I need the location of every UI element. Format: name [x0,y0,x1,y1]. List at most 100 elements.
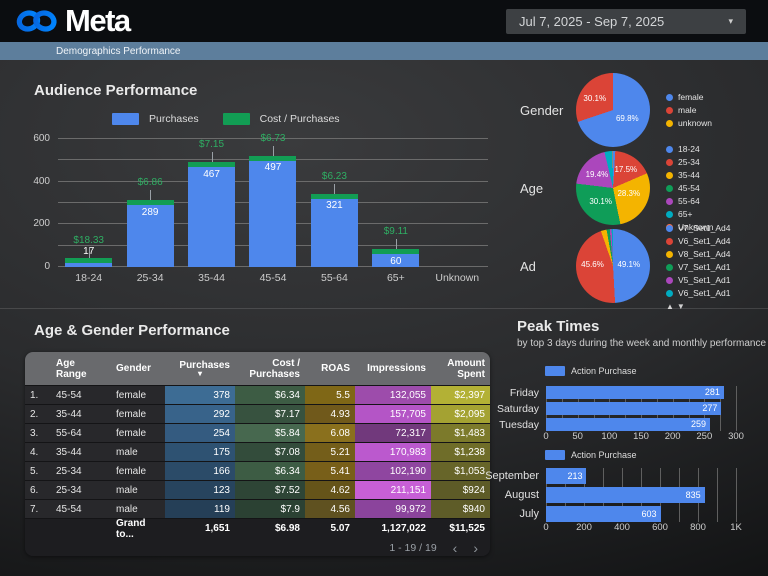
action-purchase-label: Action Purchase [571,366,637,376]
monthly-chart-legend: Action Purchase [545,450,637,460]
tab-demographics-performance[interactable]: Demographics Performance [56,45,181,57]
cost-label-stem [395,239,397,250]
pie-row-gender: Gender 69.8% 30.1% female male unknown [505,71,768,149]
x-axis: 0 50 100 150 200 250 300 [543,431,744,443]
pie-charts: Gender 69.8% 30.1% female male unknown Age 17.5… [505,60,768,311]
bar-value-label: 60 [390,255,402,267]
pie-row-title: Gender [520,102,564,118]
cost-value-label: $18.33 [73,235,104,247]
next-page-icon[interactable]: › [473,539,478,556]
col-header-purchases[interactable]: Purchases ▾ [165,360,235,378]
table-cell-cost: $7.08 [235,443,305,461]
bar-value-label: 603 [641,509,657,519]
pie-percent-label: 30.1% [589,196,612,206]
legend-scroll-up-icon[interactable]: ▲ [666,301,677,311]
legend-item: male [666,104,712,117]
x-axis-tick: 300 [728,431,744,442]
table-cell-impressions: 170,983 [355,443,431,461]
y-axis-tick: 200 [33,218,50,230]
table-cell-purchases: 254 [165,424,235,442]
table-cell-purchases: 123 [165,481,235,499]
col-header-amount-spent[interactable]: Amount Spent [447,357,485,380]
gridline [58,138,488,139]
legend-item: 25-34 [666,156,713,169]
table-cell-cost: $7.17 [235,405,305,423]
action-purchase-label: Action Purchase [571,450,637,460]
cost-legend-label: Cost / Purchases [259,113,340,125]
legend-item-label: V7_Set1_Ad1 [678,261,731,272]
category-label: July [519,508,539,520]
date-range-picker[interactable]: Jul 7, 2025 - Sep 7, 2025 ▾ [506,9,746,34]
cost-value-label: $6.23 [321,170,347,182]
purchases-bar [188,167,236,267]
ad-pie-legend: V7_Set1_Ad4 V6_Set1_Ad4 V8_Set1_Ad4 V7_Set1… [666,222,730,311]
pie-percent-label: 30.1% [583,94,607,104]
col-header-gender[interactable]: Gender [116,363,152,374]
monthly-peak-chart: September 213 August 835 July 603 0 200 400 600 80… [480,468,742,534]
hbar-row: August 835 [480,487,736,503]
action-purchase-bar: 603 [546,506,661,522]
x-axis-label: 18-24 [75,272,103,284]
legend-color-dot [666,119,673,127]
bar-track: 603 [546,506,736,522]
bar-value-label: 213 [567,471,583,481]
table-cell-impressions: 157,705 [355,405,431,423]
table-row: 5. 25-34 female 166 $6.34 5.41 102,190 $1,053 [25,461,490,480]
audience-y-axis: 600 400 200 0 [12,133,50,272]
table-cell-cost: $6.34 [235,386,305,404]
table-cell-age: 45-54 [56,389,82,401]
cost-per-purchase-bar [249,155,297,161]
x-axis-tick: 800 [690,522,706,533]
bar-value-label: 321 [326,200,343,212]
legend-scroll-down-icon[interactable]: ▼ [676,301,688,311]
legend-item-label: Unknown [678,221,714,232]
x-axis-label: 45-54 [259,272,287,284]
action-purchase-bar: 259 [546,418,711,431]
legend-item-label: V5_Set1_Ad1 [678,274,731,285]
purchases-bar [372,254,420,267]
pie-row-title: Age [520,180,544,196]
hbar-row: July 603 [480,506,736,522]
legend-item: V6_Set1_Ad1 [666,287,730,300]
category-label: August [504,489,539,501]
x-axis-tick: 0 [543,522,549,533]
table-pagination: 1 - 19 / 19 ‹ › [25,538,490,556]
cost-label-stem [272,145,274,156]
legend-item-label: V7_Set1_Ad4 [678,222,731,233]
age-gender-table: Age Range Gender Purchases ▾ Cost / Purc… [25,352,490,556]
x-axis-label: 25-34 [136,272,164,284]
cost-legend-swatch [222,113,250,125]
table-cell-purchases: 166 [165,462,235,480]
purchases-bar [249,160,297,267]
table-cell-gender: female [116,465,147,477]
table-cell-roas: 5.21 [305,443,355,461]
col-header-cost-purchases[interactable]: Cost / Purchases [249,357,300,380]
x-axis-label: Unknown [435,272,480,284]
table-cell-age: 25-34 [56,484,82,496]
meta-logo[interactable]: Meta [14,3,131,39]
table-cell-num: 4. [30,446,39,458]
legend-item: female [666,91,712,104]
date-range-value: Jul 7, 2025 - Sep 7, 2025 [519,14,665,29]
col-header-impressions[interactable]: Impressions [367,363,426,374]
action-purchase-bar: 281 [546,386,724,399]
table-cell-roas: 4.56 [305,500,355,518]
audience-performance-title: Audience Performance [34,82,198,99]
brand-name: Meta [65,3,131,38]
table-cell-impressions: 211,151 [355,481,431,499]
weekly-peak-chart: Friday 281 Saturday 277 Tuesday 259 0 50 100 150 2… [480,386,744,443]
cost-per-purchase-bar [310,193,358,199]
bar-track: 213 [546,468,736,484]
table-row: 4. 35-44 male 175 $7.08 5.21 170,983 $1,238 [25,442,490,461]
table-cell-amount: $1,483 [431,424,490,442]
cost-label-stem [88,248,90,259]
x-axis-tick: 100 [601,431,618,442]
app-header: Meta Jul 7, 2025 - Sep 7, 2025 ▾ [0,0,768,42]
table-cell-cost: $7.9 [235,500,305,518]
col-header-age-range[interactable]: Age Range [56,357,87,380]
col-header-roas[interactable]: ROAS [321,363,350,374]
x-axis-tick: 150 [633,431,649,442]
x-axis-label: 55-64 [320,272,348,284]
prev-page-icon[interactable]: ‹ [452,539,458,556]
pie-percent-label: 45.6% [581,260,604,270]
